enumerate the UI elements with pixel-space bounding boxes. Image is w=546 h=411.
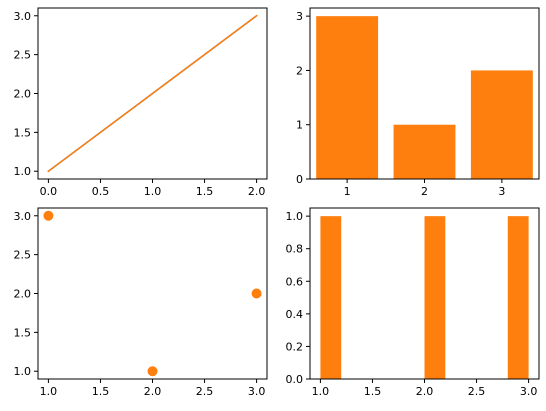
x-tick-label: 0.5 bbox=[92, 185, 110, 198]
y-tick-label: 2.5 bbox=[14, 249, 32, 262]
y-tick-label: 1.0 bbox=[14, 165, 32, 178]
y-tick-label: 3.0 bbox=[14, 10, 32, 23]
axes-frame bbox=[37, 207, 268, 380]
x-tick-label: 1.0 bbox=[144, 185, 162, 198]
y-tick-label: 0 bbox=[296, 173, 303, 186]
x-tick-label: 2.0 bbox=[144, 385, 162, 398]
x-tick-label: 2 bbox=[421, 185, 428, 198]
histogram-bar bbox=[507, 216, 529, 379]
plot-marks bbox=[316, 16, 533, 180]
y-tick-label: 0.4 bbox=[286, 308, 304, 321]
y-tick-label: 0.8 bbox=[286, 243, 304, 256]
x-tick-label: 3.0 bbox=[520, 385, 538, 398]
line-plot-axes: 0.0 0.5 1.0 1.5 2.0 1.0 1.5 2.0 2.5 3.0 bbox=[14, 7, 268, 198]
bar bbox=[470, 70, 533, 179]
x-tick-label: 2.5 bbox=[468, 385, 486, 398]
histogram-bar bbox=[320, 216, 342, 379]
y-tick-label: 1 bbox=[296, 119, 303, 132]
y-tick-label: 0.6 bbox=[286, 275, 304, 288]
y-tick-label: 1.0 bbox=[14, 365, 32, 378]
y-tick-label: 0.2 bbox=[286, 340, 304, 353]
x-tick-label: 1.5 bbox=[196, 185, 214, 198]
x-tick-label: 0.0 bbox=[40, 185, 58, 198]
y-tick-label: 2.5 bbox=[14, 49, 32, 62]
plot-marks bbox=[43, 210, 262, 377]
y-tick-label: 1.5 bbox=[14, 326, 32, 339]
x-tick-label: 3 bbox=[498, 185, 505, 198]
y-tick-label: 1.5 bbox=[14, 126, 32, 139]
bar-chart-axes: 1 2 3 0 1 2 3 bbox=[296, 7, 540, 198]
x-tick-label: 3.0 bbox=[248, 385, 266, 398]
scatter-point bbox=[43, 210, 54, 221]
bar bbox=[316, 16, 379, 180]
histogram-bar bbox=[424, 216, 446, 379]
y-tick-label: 1.0 bbox=[286, 210, 304, 223]
y-tick-label: 2.0 bbox=[14, 88, 32, 101]
x-tick-label: 1.0 bbox=[312, 385, 330, 398]
bar bbox=[393, 124, 456, 179]
y-tick-label: 2 bbox=[296, 64, 303, 77]
plot-marks bbox=[47, 14, 258, 173]
scatter-point bbox=[251, 288, 262, 299]
y-tick-label: 3 bbox=[296, 10, 303, 23]
x-tick-label: 1.5 bbox=[92, 385, 110, 398]
x-tick-label: 2.5 bbox=[196, 385, 214, 398]
x-tick-label: 1.5 bbox=[364, 385, 382, 398]
x-tick-label: 2.0 bbox=[248, 185, 266, 198]
plot-marks bbox=[320, 216, 529, 379]
x-tick-label: 2.0 bbox=[416, 385, 434, 398]
x-tick-label: 1.0 bbox=[40, 385, 58, 398]
scatter-point bbox=[147, 366, 158, 377]
histogram-axes: 1.0 1.5 2.0 2.5 3.0 0.0 0.2 0.4 0.6 0.8 1.0 bbox=[286, 207, 540, 398]
series-line bbox=[47, 14, 258, 173]
y-tick-label: 3.0 bbox=[14, 210, 32, 223]
y-tick-label: 0.0 bbox=[286, 373, 304, 386]
y-tick-label: 2.0 bbox=[14, 288, 32, 301]
scatter-plot-axes: 1.0 1.5 2.0 2.5 3.0 1.0 1.5 2.0 2.5 3.0 bbox=[14, 207, 268, 398]
x-tick-label: 1 bbox=[344, 185, 351, 198]
